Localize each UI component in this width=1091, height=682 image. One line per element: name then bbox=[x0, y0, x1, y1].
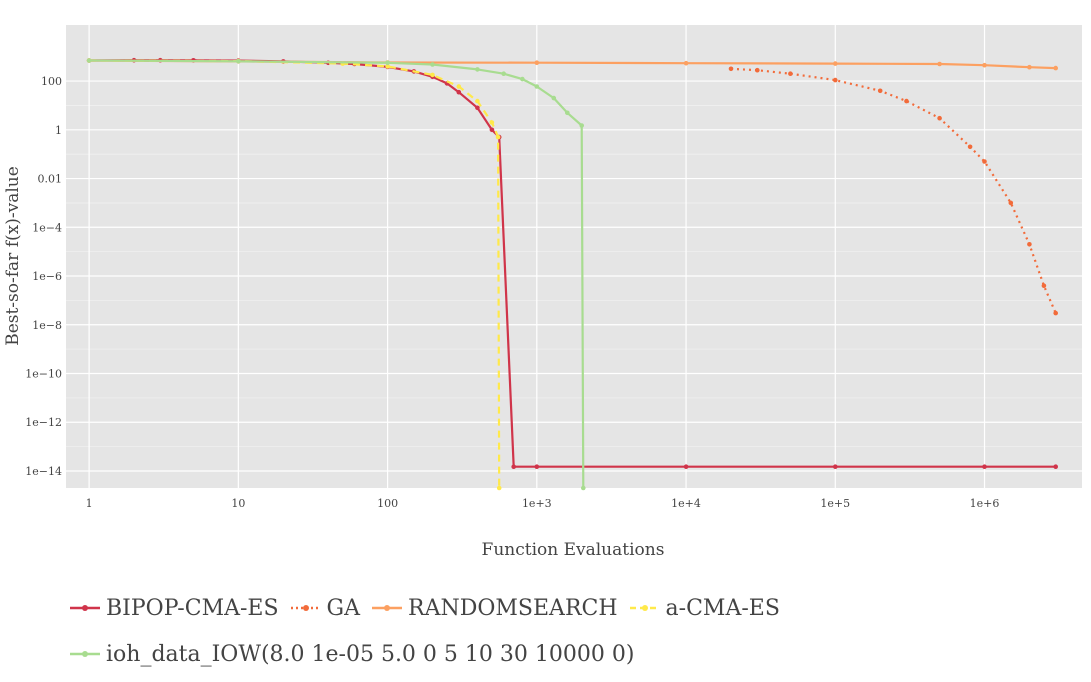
x-tick-label: 100 bbox=[377, 497, 398, 510]
data-point[interactable] bbox=[1027, 242, 1032, 247]
legend-item-bipop-cma-es[interactable]: BIPOP-CMA-ES bbox=[68, 596, 279, 621]
data-point[interactable] bbox=[385, 60, 390, 66]
x-tick-label: 1e+4 bbox=[671, 497, 701, 510]
data-point[interactable] bbox=[430, 72, 435, 78]
legend-swatch-ga bbox=[290, 605, 321, 611]
chart: 1 10 100 1e+3 1e+4 1e+5 1e+6 100 1 0.01 1e−4 1e−6 1e… bbox=[3, 25, 1082, 560]
data-point[interactable] bbox=[982, 464, 987, 470]
data-point[interactable] bbox=[1041, 283, 1047, 289]
data-point[interactable] bbox=[581, 485, 586, 491]
data-point[interactable] bbox=[489, 120, 495, 125]
legend-label-ioh-data-iow: ioh_data_IOW(8.0 1e-05 5.0 0 5 10 30 100… bbox=[106, 641, 635, 667]
data-point[interactable] bbox=[489, 127, 495, 133]
legend-row-2: ioh_data_IOW(8.0 1e-05 5.0 0 5 10 30 100… bbox=[68, 631, 1068, 677]
data-point[interactable] bbox=[1053, 65, 1058, 71]
legend-swatch-a-cma-es bbox=[629, 605, 660, 611]
data-point[interactable] bbox=[520, 76, 525, 82]
legend-swatch-randomsearch bbox=[372, 605, 403, 611]
data-point[interactable] bbox=[475, 105, 480, 111]
data-point[interactable] bbox=[456, 84, 462, 89]
data-point[interactable] bbox=[833, 77, 838, 83]
data-point[interactable] bbox=[236, 59, 241, 64]
plot-background bbox=[66, 25, 1082, 488]
y-tick-label: 1e−6 bbox=[32, 270, 62, 283]
y-tick-label: 1e−8 bbox=[32, 319, 62, 332]
data-point[interactable] bbox=[86, 58, 92, 63]
x-tick-label: 10 bbox=[231, 497, 245, 510]
gridlines bbox=[66, 25, 1082, 488]
data-point[interactable] bbox=[982, 62, 987, 68]
x-tick-label: 1 bbox=[86, 497, 93, 510]
data-point[interactable] bbox=[511, 464, 516, 470]
x-tick-label: 1e+3 bbox=[522, 497, 552, 510]
series-layer bbox=[86, 57, 1058, 491]
data-point[interactable] bbox=[534, 60, 540, 65]
legend-label-bipop-cma-es: BIPOP-CMA-ES bbox=[106, 595, 279, 621]
data-point[interactable] bbox=[475, 98, 480, 104]
x-tick-label: 1e+6 bbox=[970, 497, 1000, 510]
data-point[interactable] bbox=[833, 464, 838, 470]
data-point[interactable] bbox=[683, 464, 689, 470]
x-axis-label: Function Evaluations bbox=[482, 540, 665, 560]
data-point[interactable] bbox=[475, 67, 480, 72]
y-tick-label: 0.01 bbox=[38, 173, 63, 186]
y-tick-label: 1e−12 bbox=[25, 416, 62, 429]
data-point[interactable] bbox=[456, 89, 462, 95]
data-point[interactable] bbox=[728, 66, 734, 72]
legend-swatch-ioh-data-iow bbox=[70, 651, 100, 657]
series-ioh-data-iow-8-0-1e-05-5-0-0-5-10-30-10000-0 bbox=[86, 58, 586, 491]
legend-item-a-cma-es[interactable]: a-CMA-ES bbox=[628, 596, 780, 621]
data-point[interactable] bbox=[496, 485, 502, 491]
data-point[interactable] bbox=[565, 110, 570, 116]
legend: BIPOP-CMA-ES GA RANDOMSEARCH a-CMA-ES bbox=[68, 585, 1068, 677]
data-point[interactable] bbox=[551, 95, 557, 101]
tick-labels: 1 10 100 1e+3 1e+4 1e+5 1e+6 100 1 0.01 1e−4 1e−6 1e… bbox=[25, 75, 999, 510]
data-point[interactable] bbox=[877, 88, 883, 94]
data-point[interactable] bbox=[495, 134, 501, 140]
data-point[interactable] bbox=[937, 61, 942, 67]
data-point[interactable] bbox=[833, 61, 838, 66]
y-tick-label: 1 bbox=[55, 124, 62, 137]
data-point[interactable] bbox=[1008, 200, 1014, 206]
y-tick-label: 100 bbox=[41, 75, 62, 88]
series-line-ioh-data-iow-8-0-1e-05-5-0-0-5-10-30-10000-0 bbox=[89, 59, 585, 489]
y-tick-label: 1e−4 bbox=[32, 221, 62, 234]
data-point[interactable] bbox=[579, 123, 584, 128]
data-point[interactable] bbox=[534, 464, 540, 470]
data-point[interactable] bbox=[755, 67, 760, 73]
data-point[interactable] bbox=[904, 98, 909, 104]
data-point[interactable] bbox=[937, 115, 942, 121]
legend-item-ga[interactable]: GA bbox=[289, 596, 360, 621]
legend-label-ga: GA bbox=[326, 595, 361, 621]
x-tick-label: 1e+5 bbox=[820, 497, 850, 510]
data-point[interactable] bbox=[385, 64, 390, 69]
legend-label-a-cma-es: a-CMA-ES bbox=[665, 595, 780, 621]
legend-label-randomsearch: RANDOMSEARCH bbox=[408, 595, 618, 621]
data-point[interactable] bbox=[501, 71, 507, 76]
legend-item-ioh-data-iow[interactable]: ioh_data_IOW(8.0 1e-05 5.0 0 5 10 30 100… bbox=[68, 642, 634, 667]
data-point[interactable] bbox=[534, 84, 540, 89]
data-point[interactable] bbox=[1027, 64, 1032, 70]
y-tick-label: 1e−14 bbox=[25, 465, 62, 478]
data-point[interactable] bbox=[1053, 310, 1058, 316]
data-point[interactable] bbox=[788, 71, 793, 76]
data-point[interactable] bbox=[982, 159, 987, 164]
legend-swatch-bipop-cma-es bbox=[70, 605, 100, 611]
series-ga bbox=[728, 66, 1058, 316]
data-point[interactable] bbox=[430, 62, 435, 67]
data-point[interactable] bbox=[967, 144, 973, 150]
legend-row-1: BIPOP-CMA-ES GA RANDOMSEARCH a-CMA-ES bbox=[68, 585, 1068, 631]
y-axis-label: Best-so-far f(x)-value bbox=[3, 166, 23, 346]
data-point[interactable] bbox=[683, 60, 689, 66]
legend-item-randomsearch[interactable]: RANDOMSEARCH bbox=[370, 596, 618, 621]
y-tick-label: 1e−10 bbox=[25, 367, 62, 380]
data-point[interactable] bbox=[1053, 464, 1058, 470]
